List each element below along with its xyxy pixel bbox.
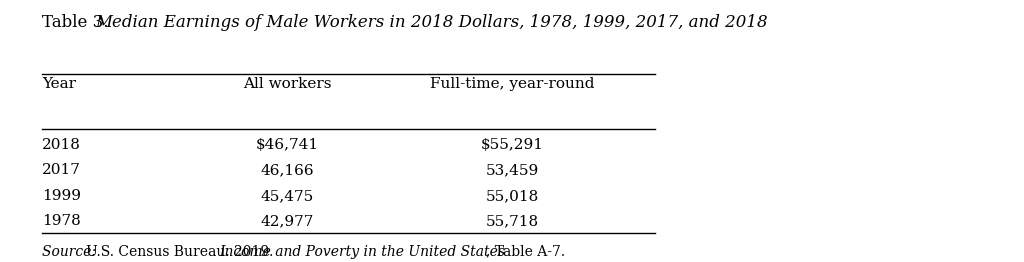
Text: 55,718: 55,718	[485, 214, 539, 228]
Text: 53,459: 53,459	[485, 163, 539, 177]
Text: U.S. Census Bureau. 2019.: U.S. Census Bureau. 2019.	[86, 244, 278, 259]
Text: 2017: 2017	[42, 163, 81, 177]
Text: All workers: All workers	[243, 77, 332, 91]
Text: 2018: 2018	[42, 138, 81, 152]
Text: 42,977: 42,977	[261, 214, 314, 228]
Text: 46,166: 46,166	[260, 163, 314, 177]
Text: 1999: 1999	[42, 189, 81, 203]
Text: Median Earnings of Male Workers in 2018 Dollars, 1978, 1999, 2017, and 2018: Median Earnings of Male Workers in 2018 …	[95, 14, 768, 31]
Text: Source:: Source:	[42, 244, 100, 259]
Text: Year: Year	[42, 77, 76, 91]
Text: $55,291: $55,291	[480, 138, 544, 152]
Text: 1978: 1978	[42, 214, 81, 228]
Text: $46,741: $46,741	[256, 138, 318, 152]
Text: 55,018: 55,018	[485, 189, 539, 203]
Text: , Table A-7.: , Table A-7.	[486, 244, 565, 259]
Text: Full-time, year-round: Full-time, year-round	[430, 77, 594, 91]
Text: Table 3.: Table 3.	[42, 14, 114, 31]
Text: 45,475: 45,475	[261, 189, 314, 203]
Text: Income and Poverty in the United States: Income and Poverty in the United States	[219, 244, 505, 259]
